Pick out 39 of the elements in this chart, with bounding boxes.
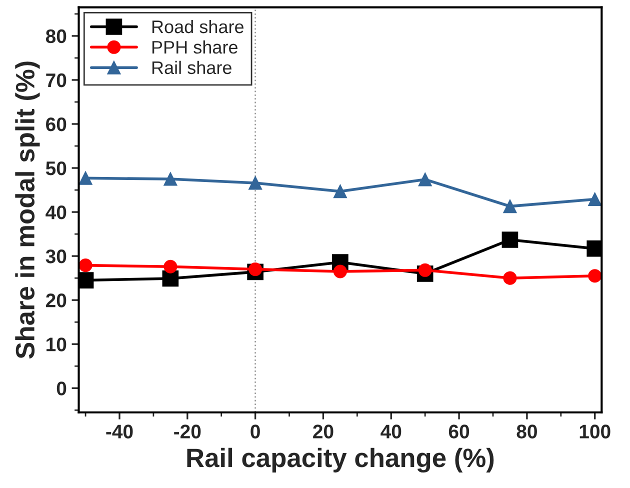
- y-tick-label: 0: [56, 382, 66, 396]
- point: [248, 262, 262, 276]
- point: [78, 171, 92, 185]
- point: [78, 272, 94, 288]
- x-tick-label: 80: [516, 424, 537, 438]
- x-tick-label: 100: [580, 424, 610, 438]
- x-tick-label: 0: [250, 424, 260, 438]
- point: [248, 176, 262, 190]
- y-tick-label: 40: [46, 206, 66, 220]
- y-tick-label: 10: [46, 338, 66, 352]
- point: [164, 260, 178, 274]
- y-axis-title: Share in modal split (%): [15, 62, 40, 359]
- point: [418, 263, 432, 277]
- y-tick-label: 80: [46, 29, 66, 44]
- point: [418, 172, 432, 186]
- point: [502, 232, 518, 248]
- legend-label: Rail share: [152, 60, 232, 74]
- point: [333, 264, 347, 278]
- x-tick-label: -20: [174, 424, 201, 438]
- point: [164, 172, 178, 186]
- y-tick-label: 20: [46, 294, 66, 308]
- point: [333, 184, 347, 198]
- x-axis-title: Rail capacity change (%): [187, 448, 494, 473]
- x-tick-label: 40: [380, 424, 402, 438]
- point: [503, 200, 517, 214]
- point: [588, 192, 602, 206]
- y-tick-label: 60: [46, 117, 66, 132]
- x-tick-label: 20: [313, 424, 334, 438]
- x-tick-label: -40: [106, 424, 133, 438]
- point: [588, 269, 602, 283]
- y-tick-label: 50: [46, 161, 66, 176]
- x-tick-label: 60: [448, 424, 470, 438]
- point: [503, 271, 517, 285]
- y-tick-label: 30: [46, 250, 66, 264]
- point: [586, 240, 602, 257]
- legend-label: PPH share: [152, 40, 238, 54]
- y-tick-label: 70: [46, 73, 66, 88]
- legend-label: Road share: [152, 20, 244, 34]
- point: [78, 258, 92, 272]
